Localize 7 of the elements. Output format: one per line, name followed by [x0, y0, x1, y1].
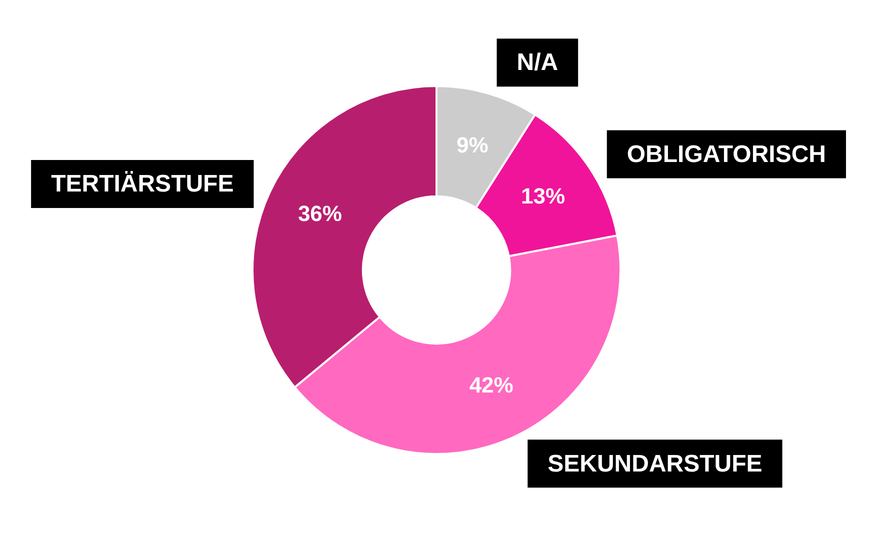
- slice-label: SEKUNDARSTUFE: [548, 450, 762, 478]
- data-label: 42%: [469, 372, 514, 398]
- data-label: 13%: [521, 184, 566, 209]
- slice-label: OBLIGATORISCH: [626, 140, 826, 168]
- data-label: 36%: [298, 201, 342, 226]
- slice-label: N/A: [516, 49, 558, 76]
- slice-label: TERTIÄRSTUFE: [51, 170, 234, 198]
